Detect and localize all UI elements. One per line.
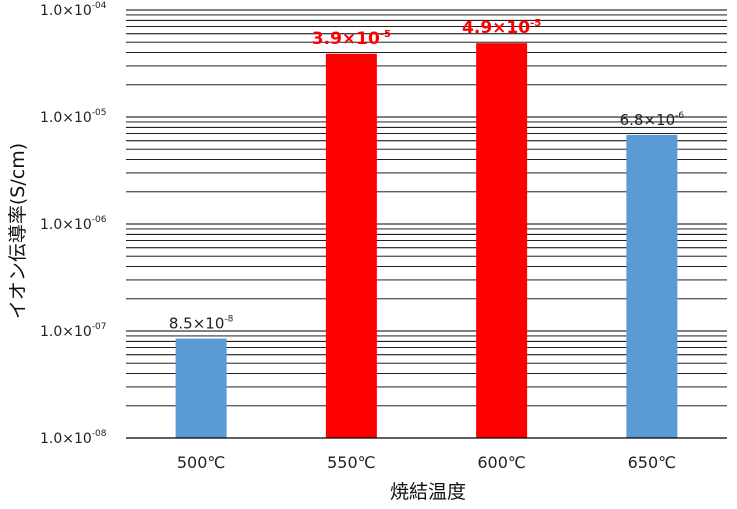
y-tick-label: 1.0×10-08 bbox=[40, 429, 107, 447]
bar-600℃ bbox=[476, 43, 528, 439]
bar-550℃ bbox=[325, 53, 377, 438]
x-tick-label: 650℃ bbox=[628, 453, 677, 472]
bar-500℃ bbox=[175, 338, 227, 438]
x-tick-label: 550℃ bbox=[327, 453, 376, 472]
y-tick-label: 1.0×10-07 bbox=[40, 322, 107, 340]
bar-650℃ bbox=[626, 134, 678, 438]
axis-layer: 500℃ 550℃ 600℃ 650℃ 1.0×10-04 1.0×10-05 1.0×10… bbox=[40, 1, 727, 472]
y-axis-title: イオン伝導率(S/cm) bbox=[7, 143, 29, 319]
y-tick-label: 1.0×10-04 bbox=[40, 1, 107, 19]
data-label: 4.9×10-5 bbox=[462, 18, 541, 38]
x-tick-label: 500℃ bbox=[177, 453, 226, 472]
data-label: 6.8×10-6 bbox=[620, 111, 685, 129]
data-label: 3.9×10-5 bbox=[312, 29, 391, 49]
labels-layer: 8.5×10-8 3.9×10-5 4.9×10-5 6.8×10-6 bbox=[169, 18, 685, 332]
bars-layer bbox=[175, 43, 678, 439]
data-label: 8.5×10-8 bbox=[169, 315, 234, 333]
x-tick-label: 600℃ bbox=[477, 453, 526, 472]
x-axis-title: 焼結温度 bbox=[390, 481, 466, 503]
y-tick-label: 1.0×10-06 bbox=[40, 215, 107, 233]
y-tick-label: 1.0×10-05 bbox=[40, 108, 107, 126]
